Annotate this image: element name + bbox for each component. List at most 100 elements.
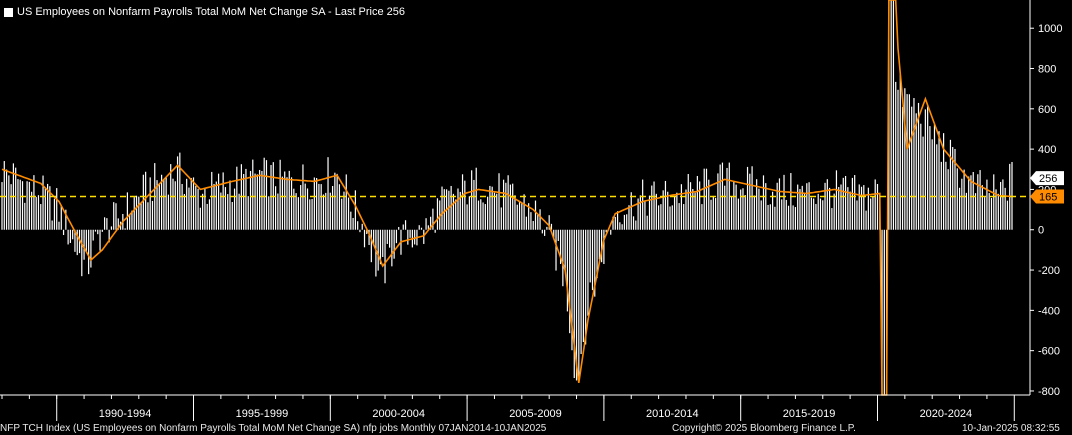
bar [265,160,268,230]
bar [8,175,10,230]
bar [610,229,612,235]
bar [284,171,286,230]
bar [662,190,664,230]
bar [817,193,819,230]
bar [172,178,174,230]
bar [667,191,669,230]
bar [605,229,607,233]
bar [692,189,694,230]
bar [872,196,874,230]
bar [644,201,646,230]
bar [190,178,192,230]
bar [648,195,651,230]
bar [642,179,644,230]
bar [313,177,315,230]
bar [612,216,614,230]
bar [525,216,527,230]
bar [19,179,21,230]
bar [457,188,459,230]
bar [129,214,131,230]
bar [678,203,680,230]
bar [133,197,135,230]
bar [197,188,199,230]
bar [626,214,628,230]
bar [290,177,293,230]
last-value-tag-label: 256 [1039,173,1057,185]
bar [591,229,594,291]
bar [621,224,623,230]
bar [954,148,956,230]
bar [792,205,794,230]
bar [730,196,733,230]
bar [870,198,872,230]
bar [883,229,885,395]
bar [753,195,755,230]
bar [917,102,920,230]
bar [778,178,781,230]
bar [181,183,183,230]
bar [819,198,822,230]
bar [279,159,281,230]
bar [874,179,876,230]
bar [740,189,742,230]
bar [311,198,313,230]
bar [384,229,386,284]
bar [343,191,345,230]
bar [131,210,133,230]
bar [268,196,270,230]
bar [772,191,774,230]
bar [881,229,883,395]
bar [797,184,799,230]
bar [844,176,847,230]
bar [149,177,151,230]
x-tick-label: 2005-2009 [509,408,562,420]
bar [1002,179,1004,230]
bar [751,166,753,230]
bar [455,199,457,230]
bar [247,196,249,230]
bar [496,193,498,230]
bar [480,199,482,230]
bar [430,216,432,230]
bar [965,192,968,230]
bar [76,229,78,256]
bar [808,182,810,230]
bar [363,229,366,248]
bar [931,139,933,230]
bar [35,197,37,230]
bar [619,222,621,230]
bar [628,205,630,230]
bar [220,192,222,230]
bar [81,229,83,277]
bar [680,184,683,230]
bar [329,192,331,230]
bar [99,229,101,251]
bar [140,203,142,230]
bar [202,193,204,230]
bar [393,229,395,259]
bar [943,133,945,230]
bar [765,183,767,230]
bar [922,136,924,230]
bar [336,173,338,230]
bar [899,74,901,230]
bar [274,186,277,230]
bar [423,229,425,244]
bar [523,194,525,230]
bar [571,229,573,351]
bar [952,147,954,230]
bar [505,182,507,230]
bar [366,229,368,235]
bar [90,229,92,268]
bar [167,194,170,230]
bar [911,106,913,230]
bar [46,183,49,230]
bar [83,229,85,260]
bar [646,215,648,230]
bar [671,205,673,230]
bar [477,200,480,230]
bar [997,193,999,230]
bar [669,206,671,230]
bar [277,193,279,230]
bar [541,229,543,234]
